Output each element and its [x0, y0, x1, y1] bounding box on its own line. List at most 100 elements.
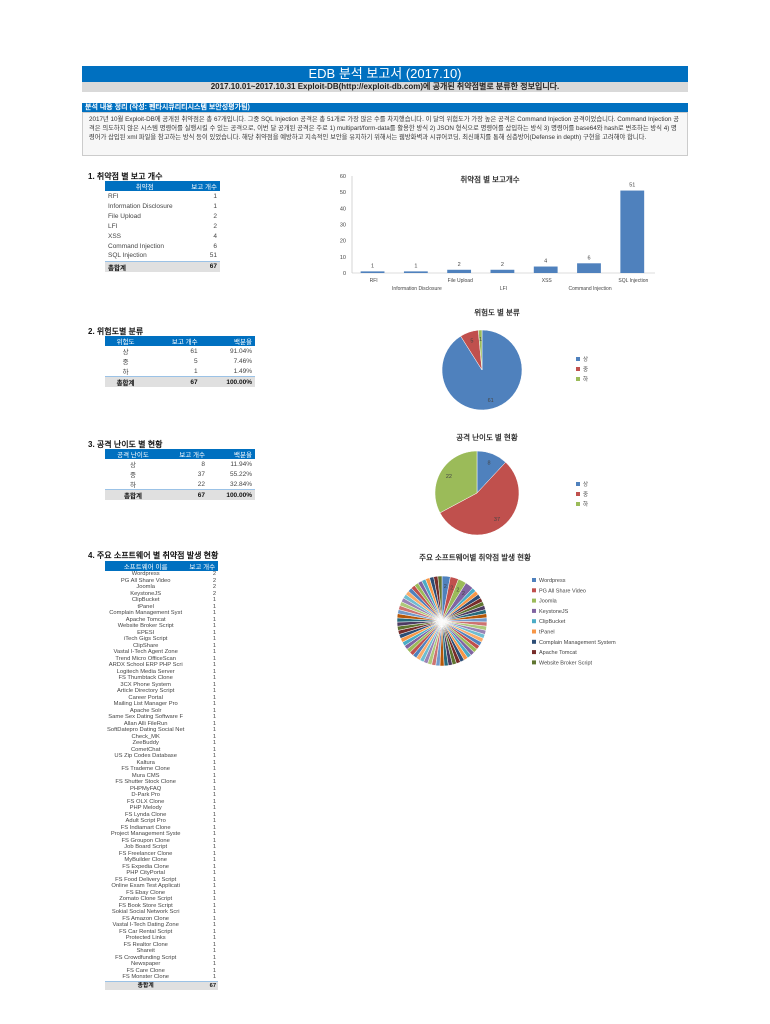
bar-data-label: 1 — [414, 263, 417, 269]
legend-entry: Wordpress — [539, 578, 566, 584]
x-tick-label: Information Disclosure — [392, 286, 442, 292]
table-cell: Information Disclosure — [108, 202, 173, 210]
table-cell: Career Portal — [128, 694, 163, 701]
table4-heading: 4. 주요 소프트웨어 별 취약점 발생 현황 — [88, 551, 219, 560]
total-cell: 67 — [160, 489, 208, 500]
table-cell: 1 — [213, 202, 217, 210]
table-cell: 1 — [212, 668, 217, 675]
table-cell: 1 — [212, 928, 217, 935]
total-cell: 100.00% — [208, 489, 255, 500]
table-cell: 하 — [122, 369, 129, 376]
table-cell: US Zip Codes Database — [114, 753, 177, 759]
column-header: 위험도 — [105, 336, 147, 346]
report-subtitle: 2017.10.01~2017.10.31 Exploit-DB(http://… — [82, 82, 688, 92]
table2-heading: 2. 위험도별 분류 — [88, 327, 144, 336]
table-cell: FS Monster Clone — [122, 974, 170, 980]
bar — [360, 271, 385, 273]
table-row: Information Disclosure 1 — [105, 201, 220, 211]
table-row: Same Sex Dating Software F 1 — [105, 714, 218, 721]
table-cell: 상 — [122, 349, 129, 356]
table-cell: 1 — [212, 681, 217, 688]
table-cell: ARDX School ERP PHP Scri — [108, 662, 183, 668]
vuln-count-table: 취약점 보고 개수 RFI 1 Information Disclosure 1 File … — [105, 181, 220, 272]
table-cell: ClipBucket — [131, 597, 160, 603]
table-row: Allan Alli FileRun 1 — [105, 721, 218, 728]
table-cell: 1 — [212, 616, 217, 623]
y-tick-label: 40 — [340, 206, 346, 212]
table-row: Job Board Script 1 — [105, 844, 218, 851]
table-header-row: 취약점 보고 개수 — [105, 181, 220, 191]
table-cell: iTech Gigs Script — [123, 636, 168, 642]
pie-data-label: 2 — [462, 591, 465, 597]
table-cell: Complain Management Syst — [109, 610, 183, 616]
table-cell: 하 — [129, 482, 136, 489]
x-tick-label: SQL Injection — [618, 278, 648, 284]
table-row: iTech Gigs Script 1 — [105, 636, 218, 643]
y-tick-label: 0 — [343, 271, 346, 277]
table-cell: FS Book Store Script — [118, 902, 173, 909]
table-row: Vastal I-Tech Dating Zone 1 — [105, 922, 218, 929]
table-cell: 1 — [212, 967, 217, 974]
table3-heading: 3. 공격 난이도 별 현황 — [88, 440, 163, 449]
legend-swatch — [532, 578, 536, 582]
table-cell: tPanel — [137, 603, 154, 610]
table-cell: 1 — [212, 824, 217, 831]
table-row: Article Directory Script 1 — [105, 688, 218, 695]
table-row: ARDX School ERP PHP Scri 1 — [105, 662, 218, 669]
table-cell: Logitech Media Server — [116, 668, 175, 675]
table-row: SQL Injection 51 — [105, 251, 220, 261]
table-cell: FS Lynda Clone — [124, 811, 167, 818]
total-cell: 총합계 — [105, 376, 147, 387]
bar-data-label: 6 — [587, 255, 590, 261]
total-cell: 67 — [184, 260, 220, 272]
table-cell: FS Crowdfunding Script — [115, 954, 177, 961]
table-cell: 32.84% — [229, 480, 252, 488]
table-cell: Kaltura — [136, 759, 155, 766]
table-cell: FS Realtor Clone — [123, 941, 168, 948]
table-cell: 1 — [212, 805, 217, 811]
table-cell: 1 — [212, 753, 217, 759]
table-row: Online Exam Test Applicati 1 — [105, 883, 218, 890]
table-cell: 1 — [213, 192, 217, 200]
table-cell: Newspaper — [131, 961, 161, 967]
table-cell: Website Broker Script — [117, 623, 174, 629]
table-cell: 1 — [212, 694, 217, 701]
total-cell: 100.00% — [200, 376, 255, 387]
table-row: Shareit 1 — [105, 948, 218, 955]
legend-swatch — [576, 492, 580, 496]
table-cell: FS Thumbtack Clone — [118, 675, 173, 681]
table-cell: 1 — [212, 740, 217, 746]
table-cell: Vastal I-Tech Agent Zone — [113, 649, 178, 655]
table-cell: 1 — [212, 948, 217, 954]
legend-swatch — [532, 588, 536, 593]
table-row: PG All Share Video 2 — [105, 578, 218, 585]
table-cell: Apache Tomcat — [125, 616, 166, 623]
table-row: FS Thumbtack Clone 1 — [105, 675, 218, 682]
table-cell: FS OLX Clone — [126, 798, 165, 805]
table-row: Vastal I-Tech Agent Zone 1 — [105, 649, 218, 656]
pie-chart-title: 위험도 별 분류 — [474, 307, 520, 317]
table-row: Trend Micro OfficeScan 1 — [105, 656, 218, 663]
table-cell: ClipShare — [132, 642, 159, 649]
table-cell: FS Groupon Clone — [121, 837, 170, 844]
column-header: 백분율 — [208, 449, 255, 459]
table-cell: 1 — [212, 655, 217, 662]
column-header: 보고 개수 — [146, 336, 201, 346]
bar-data-label: 2 — [458, 262, 461, 268]
table-cell: MyBuilder Clone — [124, 857, 167, 863]
table-cell: FS Ebay Clone — [126, 889, 166, 896]
table-cell: 7.46% — [233, 357, 252, 365]
table-cell: Check_MK — [131, 733, 160, 740]
table-cell: Zomato Clone Script — [119, 896, 173, 902]
table-cell: 22 — [197, 480, 205, 488]
pie-chart-title: 공격 난이도 별 현황 — [456, 432, 518, 442]
bar — [620, 190, 645, 273]
table-cell: Wordpress — [131, 571, 160, 577]
table-cell: 1 — [212, 772, 217, 779]
bar-data-label: 4 — [544, 259, 547, 265]
table-row: FS Crowdfunding Script 1 — [105, 955, 218, 962]
table-cell: 3CX Phone System — [120, 681, 171, 688]
table-cell: 1 — [212, 597, 217, 603]
legend-entry: Apache Tomcat — [539, 650, 577, 656]
